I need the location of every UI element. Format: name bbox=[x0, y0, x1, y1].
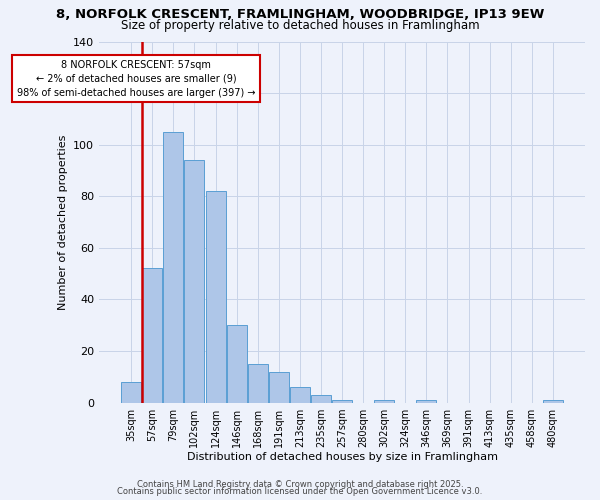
Text: 8 NORFOLK CRESCENT: 57sqm
← 2% of detached houses are smaller (9)
98% of semi-de: 8 NORFOLK CRESCENT: 57sqm ← 2% of detach… bbox=[17, 60, 255, 98]
Bar bbox=[290, 387, 310, 402]
X-axis label: Distribution of detached houses by size in Framlingham: Distribution of detached houses by size … bbox=[187, 452, 497, 462]
Bar bbox=[543, 400, 563, 402]
Y-axis label: Number of detached properties: Number of detached properties bbox=[58, 134, 68, 310]
Bar bbox=[269, 372, 289, 402]
Bar bbox=[416, 400, 436, 402]
Text: Contains HM Land Registry data © Crown copyright and database right 2025.: Contains HM Land Registry data © Crown c… bbox=[137, 480, 463, 489]
Bar bbox=[163, 132, 184, 402]
Text: Size of property relative to detached houses in Framlingham: Size of property relative to detached ho… bbox=[121, 18, 479, 32]
Bar bbox=[332, 400, 352, 402]
Bar bbox=[311, 395, 331, 402]
Bar bbox=[121, 382, 141, 402]
Bar bbox=[184, 160, 205, 402]
Bar bbox=[374, 400, 394, 402]
Bar bbox=[206, 191, 226, 402]
Bar bbox=[142, 268, 162, 402]
Text: Contains public sector information licensed under the Open Government Licence v3: Contains public sector information licen… bbox=[118, 487, 482, 496]
Bar bbox=[248, 364, 268, 403]
Bar bbox=[227, 325, 247, 402]
Text: 8, NORFOLK CRESCENT, FRAMLINGHAM, WOODBRIDGE, IP13 9EW: 8, NORFOLK CRESCENT, FRAMLINGHAM, WOODBR… bbox=[56, 8, 544, 20]
